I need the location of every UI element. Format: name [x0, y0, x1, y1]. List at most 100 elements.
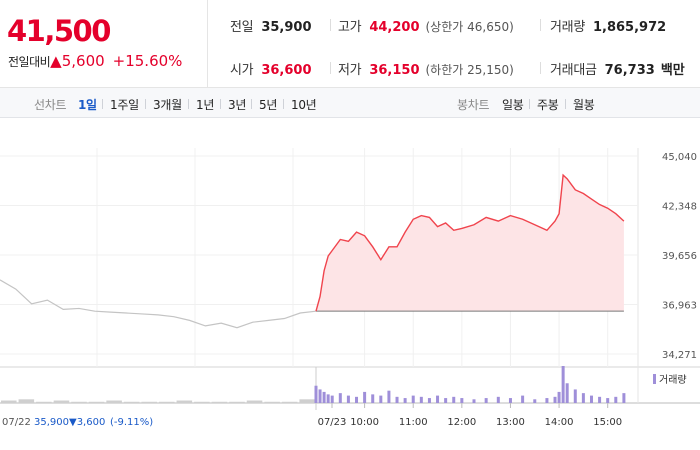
volume-legend: 거래량 [653, 374, 687, 386]
change-line: 전일대비▲5,600 +15.60% [8, 52, 182, 70]
low-value: 36,150 [369, 63, 420, 78]
volume-bar-today [436, 395, 440, 403]
y-axis-ticks: 45,040 42,348 39,656 36,963 34,271 [662, 152, 697, 361]
volume-bar-today [452, 396, 456, 403]
volume-bar-prev [1, 400, 17, 403]
x-tick-label: 13:00 [496, 417, 525, 428]
tab-1year[interactable]: 1년 [196, 98, 215, 112]
y-tick-label: 45,040 [662, 152, 697, 163]
open-label: 시가 [230, 63, 254, 78]
volume-bars [1, 366, 626, 403]
change-label: 전일대비 [8, 55, 51, 69]
prev-day-line [0, 279, 317, 329]
volume-bar-prev [264, 401, 280, 403]
volume-bar-prev [229, 401, 245, 403]
tab-3month[interactable]: 3개월 [153, 98, 182, 112]
y-tick-label: 39,656 [662, 251, 697, 262]
volume-bar-today [545, 398, 549, 403]
volume-bar-today [553, 396, 557, 403]
volume-bar-today [581, 393, 585, 403]
volume-bar-prev [246, 400, 263, 403]
volume-bar-today [589, 395, 593, 403]
upper-limit: (상한가 46,650) [425, 20, 514, 34]
x-tick-label: 11:00 [399, 417, 428, 428]
volume-bar-today [460, 398, 464, 403]
trade-value-unit: 백만 [660, 63, 685, 78]
volume-bar-today [472, 399, 476, 403]
footer-date: 07/22 [2, 417, 31, 428]
tab-monthly-candle[interactable]: 월봉 [573, 98, 595, 112]
volume-bar-today [598, 396, 602, 403]
footer-change-percent: (-9.11%) [110, 417, 153, 428]
price-box: 41,500 전일대비▲5,600 +15.60% [0, 0, 208, 88]
volume-bar-today [395, 396, 399, 403]
quote-panel: 41,500 전일대비▲5,600 +15.60% 전일 35,900 고가 44,2… [0, 0, 700, 88]
prev-close-value: 35,900 [261, 20, 312, 35]
price-lines [0, 173, 625, 329]
volume-bar-today [444, 398, 448, 403]
volume-bar-prev [36, 401, 52, 403]
price-area-fill [316, 175, 624, 312]
trade-value-value: 76,733 [604, 63, 655, 78]
volume-bar-today [314, 385, 318, 403]
tab-1week[interactable]: 1주일 [110, 98, 139, 112]
y-tick-label: 36,963 [662, 301, 697, 312]
volume-bar-today [371, 394, 375, 403]
volume-bar-prev [211, 401, 228, 403]
volume-bar-today [533, 399, 537, 403]
x-tick-label: 15:00 [593, 417, 622, 428]
tab-5year[interactable]: 5년 [259, 98, 278, 112]
today-area [316, 175, 624, 312]
candle-chart-label: 봉차트 [457, 98, 490, 112]
x-tick-label: 14:00 [545, 417, 574, 428]
volume-bar-today [379, 395, 383, 403]
footer-close: 35,900 [34, 417, 69, 428]
trade-value-label: 거래대금 [550, 63, 597, 78]
volume-bar-today [403, 398, 407, 403]
volume-bar-prev [71, 401, 87, 403]
x-axis-ticks: 07/23 10:00 11:00 12:00 13:00 14:00 15:00 [318, 403, 622, 428]
volume-bar-prev [123, 401, 140, 403]
volume-bar-today [508, 398, 512, 403]
volume-bar-today [387, 390, 391, 403]
lower-limit: (하한가 25,150) [425, 63, 514, 77]
volume-bar-today [411, 395, 415, 403]
volume-value: 1,865,972 [592, 20, 667, 35]
volume-legend-swatch [653, 374, 656, 384]
current-price: 41,500 [7, 14, 111, 48]
price-chart: 45,040 42,348 39,656 36,963 34,271 07/23 10:0… [0, 148, 700, 428]
tab-10year[interactable]: 10년 [291, 98, 317, 112]
volume-bar-today [330, 395, 334, 403]
prev-close-item: 전일 35,900 [230, 16, 312, 35]
volume-bar-today [363, 391, 367, 403]
high-label: 고가 [338, 20, 362, 35]
volume-bar-today [565, 383, 569, 403]
volume-label: 거래량 [550, 20, 585, 35]
change-value: ▲5,600 [50, 52, 105, 70]
volume-bar-prev [194, 401, 210, 403]
volume-bar-prev [176, 400, 193, 403]
tab-weekly-candle[interactable]: 주봉 [537, 98, 559, 112]
volume-bar-today [318, 389, 322, 403]
volume-item: 거래량 1,865,972 [550, 16, 666, 35]
volume-bar-today [326, 394, 330, 403]
volume-bar-today [338, 393, 342, 403]
y-tick-label: 42,348 [662, 202, 697, 213]
volume-bar-today [606, 398, 610, 403]
high-value: 44,200 [369, 20, 420, 35]
low-item: 저가 36,150 (하한가 25,150) [338, 59, 514, 78]
low-label: 저가 [338, 63, 362, 78]
tab-1day[interactable]: 1일 [78, 98, 97, 112]
tab-3year[interactable]: 3년 [228, 98, 247, 112]
open-item: 시가 36,600 [230, 59, 312, 78]
volume-bar-today [561, 366, 565, 403]
x-tick-label: 12:00 [447, 417, 476, 428]
line-chart-label: 선차트 [34, 98, 67, 112]
tab-daily-candle[interactable]: 일봉 [502, 98, 524, 112]
volume-bar-today [484, 398, 488, 403]
volume-bar-today [557, 391, 561, 403]
volume-bar-today [322, 391, 326, 403]
volume-bar-prev [299, 399, 315, 403]
chart-period-tabs: 선차트 1일 1주일 3개월 1년 3년 5년 10년 봉차트 일봉 주봉 월봉 [0, 88, 700, 118]
x-tick-label: 10:00 [350, 417, 379, 428]
